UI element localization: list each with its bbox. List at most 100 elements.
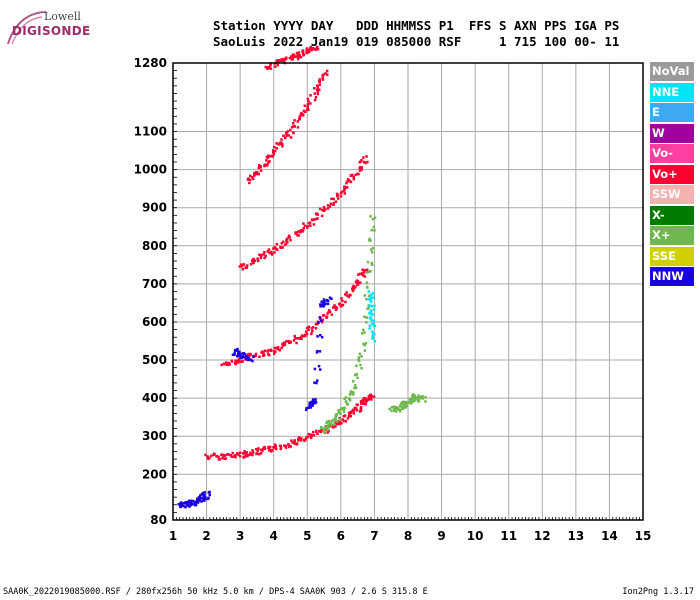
echo-point xyxy=(404,403,408,407)
echo-point xyxy=(305,406,308,410)
echo-point xyxy=(307,406,310,410)
x-tick-label: 10 xyxy=(467,529,484,543)
echo-point xyxy=(313,92,316,95)
echo-point xyxy=(402,400,405,404)
echo-point xyxy=(342,410,346,413)
echo-point xyxy=(254,171,258,174)
echo-point xyxy=(302,109,306,113)
echo-point xyxy=(291,122,295,125)
echo-point xyxy=(306,106,309,110)
echo-point xyxy=(305,326,309,330)
echo-point xyxy=(251,451,255,454)
echo-point xyxy=(318,88,321,91)
echo-point xyxy=(324,426,327,429)
echo-point xyxy=(310,48,314,52)
echo-point xyxy=(245,264,249,267)
echo-point xyxy=(342,415,346,418)
echo-point xyxy=(373,229,376,232)
echo-point xyxy=(330,197,333,201)
echo-point xyxy=(395,407,398,410)
echo-point xyxy=(317,364,321,368)
echo-point xyxy=(335,306,339,310)
echo-point xyxy=(306,97,310,101)
echo-point xyxy=(240,355,243,358)
echo-point xyxy=(334,200,338,203)
echo-point xyxy=(254,354,257,358)
echo-point xyxy=(263,354,266,357)
echo-point xyxy=(246,353,249,356)
legend-item: NoVal xyxy=(650,62,694,81)
echo-point xyxy=(338,422,341,426)
echo-point xyxy=(361,332,364,335)
echo-point xyxy=(370,261,374,265)
echo-point xyxy=(273,251,276,254)
echo-point xyxy=(351,409,354,412)
echo-point xyxy=(341,299,344,303)
echo-point xyxy=(288,56,292,60)
echo-point xyxy=(299,336,303,339)
echo-point xyxy=(252,355,255,358)
echo-point xyxy=(251,449,254,452)
echo-point xyxy=(413,399,416,403)
x-tick-label: 2 xyxy=(202,529,210,543)
echo-point xyxy=(360,167,363,170)
echo-point xyxy=(369,395,372,399)
echo-point xyxy=(326,204,330,207)
echo-point xyxy=(255,172,258,176)
echo-point xyxy=(399,409,402,413)
echo-point xyxy=(325,316,328,319)
echo-point xyxy=(361,271,364,275)
echo-point xyxy=(319,303,322,306)
echo-point xyxy=(349,415,352,418)
echo-point xyxy=(290,125,294,129)
echo-point xyxy=(220,363,223,367)
echo-point xyxy=(264,254,267,258)
echo-point xyxy=(208,493,211,497)
echo-point xyxy=(294,232,297,235)
echo-point xyxy=(324,72,327,75)
echo-point xyxy=(369,299,372,303)
echo-point xyxy=(222,454,225,457)
echo-point xyxy=(316,432,319,435)
echo-point xyxy=(236,359,239,363)
echo-point xyxy=(233,349,237,352)
echo-point xyxy=(303,224,307,228)
echo-point xyxy=(187,500,191,503)
echo-point xyxy=(259,256,263,260)
echo-point xyxy=(361,402,365,405)
echo-point xyxy=(204,496,207,499)
echo-point xyxy=(181,502,184,505)
echo-point xyxy=(344,300,347,304)
echo-point xyxy=(351,285,355,289)
x-tick-label: 14 xyxy=(601,529,618,543)
echo-point xyxy=(268,160,271,163)
echo-point xyxy=(310,327,314,330)
echo-point xyxy=(281,145,284,148)
echo-point xyxy=(285,237,289,240)
echo-point xyxy=(230,455,233,458)
echo-point xyxy=(348,399,352,402)
echo-point xyxy=(354,280,358,284)
echo-point xyxy=(424,400,427,403)
echo-point xyxy=(365,316,368,319)
echo-point xyxy=(306,225,309,228)
echo-point xyxy=(247,356,250,359)
echo-point xyxy=(279,142,282,146)
echo-point xyxy=(408,401,411,404)
echo-point xyxy=(245,451,249,454)
echo-point xyxy=(266,154,270,157)
echo-point xyxy=(326,207,330,210)
y-tick-label: 600 xyxy=(142,315,167,329)
echo-point xyxy=(227,361,230,365)
echo-point xyxy=(290,55,293,58)
echo-point xyxy=(288,444,291,448)
echo-point xyxy=(247,177,250,180)
echo-point xyxy=(348,412,351,416)
echo-point xyxy=(371,292,375,295)
echo-point xyxy=(420,396,423,400)
echo-point xyxy=(244,455,247,458)
echo-point xyxy=(400,405,404,409)
echo-point xyxy=(263,256,266,260)
echo-point xyxy=(320,335,324,339)
echo-point xyxy=(410,401,413,404)
